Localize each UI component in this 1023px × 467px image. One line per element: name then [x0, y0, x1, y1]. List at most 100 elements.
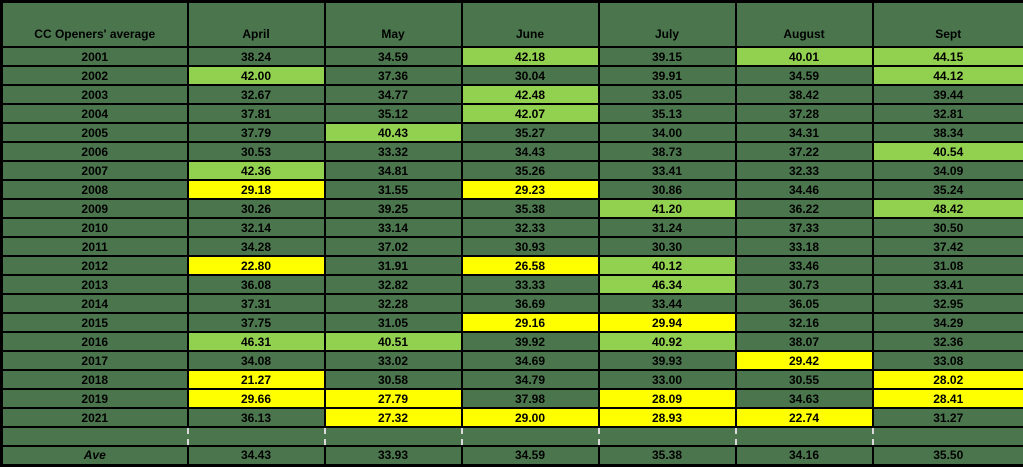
- value-cell: 28.41: [873, 389, 1023, 408]
- value-cell: 30.50: [873, 218, 1023, 237]
- value-cell: 35.38: [462, 199, 599, 218]
- value-cell: 41.20: [599, 199, 736, 218]
- spacer-row: [2, 427, 1023, 446]
- value-cell: 40.92: [599, 332, 736, 351]
- value-cell: 32.81: [873, 104, 1023, 123]
- value-cell: 42.07: [462, 104, 599, 123]
- year-cell: 2010: [2, 218, 188, 237]
- value-cell: 42.48: [462, 85, 599, 104]
- value-cell: 30.30: [599, 237, 736, 256]
- value-cell: 30.53: [188, 142, 325, 161]
- value-cell: 37.28: [736, 104, 873, 123]
- value-cell: 44.15: [873, 47, 1023, 66]
- value-cell: 37.75: [188, 313, 325, 332]
- value-cell: 39.44: [873, 85, 1023, 104]
- value-cell: 34.08: [188, 351, 325, 370]
- value-cell: 37.33: [736, 218, 873, 237]
- value-cell: 29.00: [462, 408, 599, 427]
- value-cell: 46.31: [188, 332, 325, 351]
- value-cell: 34.59: [736, 66, 873, 85]
- average-value-cell: 34.43: [188, 446, 325, 465]
- value-cell: 35.27: [462, 123, 599, 142]
- average-value-cell: 35.38: [599, 446, 736, 465]
- value-cell: 31.55: [325, 180, 462, 199]
- value-cell: 22.74: [736, 408, 873, 427]
- spacer-cell: [736, 427, 873, 446]
- value-cell: 33.00: [599, 370, 736, 389]
- value-cell: 32.14: [188, 218, 325, 237]
- year-cell: 2012: [2, 256, 188, 275]
- value-cell: 38.07: [736, 332, 873, 351]
- value-cell: 34.43: [462, 142, 599, 161]
- year-cell: 2018: [2, 370, 188, 389]
- value-cell: 33.32: [325, 142, 462, 161]
- value-cell: 29.94: [599, 313, 736, 332]
- value-cell: 34.79: [462, 370, 599, 389]
- spacer-cell: [325, 427, 462, 446]
- value-cell: 30.86: [599, 180, 736, 199]
- value-cell: 33.05: [599, 85, 736, 104]
- value-cell: 39.91: [599, 66, 736, 85]
- year-cell: 2003: [2, 85, 188, 104]
- value-cell: 34.69: [462, 351, 599, 370]
- value-cell: 35.13: [599, 104, 736, 123]
- value-cell: 35.24: [873, 180, 1023, 199]
- value-cell: 34.46: [736, 180, 873, 199]
- value-cell: 40.12: [599, 256, 736, 275]
- value-cell: 37.36: [325, 66, 462, 85]
- column-header-july: July: [599, 2, 736, 48]
- value-cell: 32.36: [873, 332, 1023, 351]
- value-cell: 34.29: [873, 313, 1023, 332]
- value-cell: 34.77: [325, 85, 462, 104]
- value-cell: 42.36: [188, 161, 325, 180]
- value-cell: 44.12: [873, 66, 1023, 85]
- average-value-cell: 35.50: [873, 446, 1023, 465]
- value-cell: 33.18: [736, 237, 873, 256]
- value-cell: 28.02: [873, 370, 1023, 389]
- year-cell: 2006: [2, 142, 188, 161]
- year-cell: 2002: [2, 66, 188, 85]
- value-cell: 29.66: [188, 389, 325, 408]
- value-cell: 35.12: [325, 104, 462, 123]
- year-cell: 2015: [2, 313, 188, 332]
- value-cell: 33.41: [873, 275, 1023, 294]
- value-cell: 33.44: [599, 294, 736, 313]
- year-cell: 2005: [2, 123, 188, 142]
- value-cell: 22.80: [188, 256, 325, 275]
- value-cell: 29.23: [462, 180, 599, 199]
- value-cell: 34.63: [736, 389, 873, 408]
- spacer-cell: [599, 427, 736, 446]
- value-cell: 28.93: [599, 408, 736, 427]
- value-cell: 37.98: [462, 389, 599, 408]
- year-cell: 2011: [2, 237, 188, 256]
- year-cell: 2007: [2, 161, 188, 180]
- value-cell: 32.67: [188, 85, 325, 104]
- value-cell: 42.18: [462, 47, 599, 66]
- column-header-june: June: [462, 2, 599, 48]
- value-cell: 37.31: [188, 294, 325, 313]
- value-cell: 30.55: [736, 370, 873, 389]
- value-cell: 48.42: [873, 199, 1023, 218]
- average-value-cell: 33.93: [325, 446, 462, 465]
- value-cell: 37.22: [736, 142, 873, 161]
- average-label-cell: Ave: [2, 446, 188, 465]
- table-title-cell: CC Openers' average: [2, 2, 188, 48]
- value-cell: 39.92: [462, 332, 599, 351]
- value-cell: 30.73: [736, 275, 873, 294]
- year-cell: 2001: [2, 47, 188, 66]
- value-cell: 31.24: [599, 218, 736, 237]
- column-header-august: August: [736, 2, 873, 48]
- value-cell: 32.82: [325, 275, 462, 294]
- value-cell: 32.16: [736, 313, 873, 332]
- value-cell: 42.00: [188, 66, 325, 85]
